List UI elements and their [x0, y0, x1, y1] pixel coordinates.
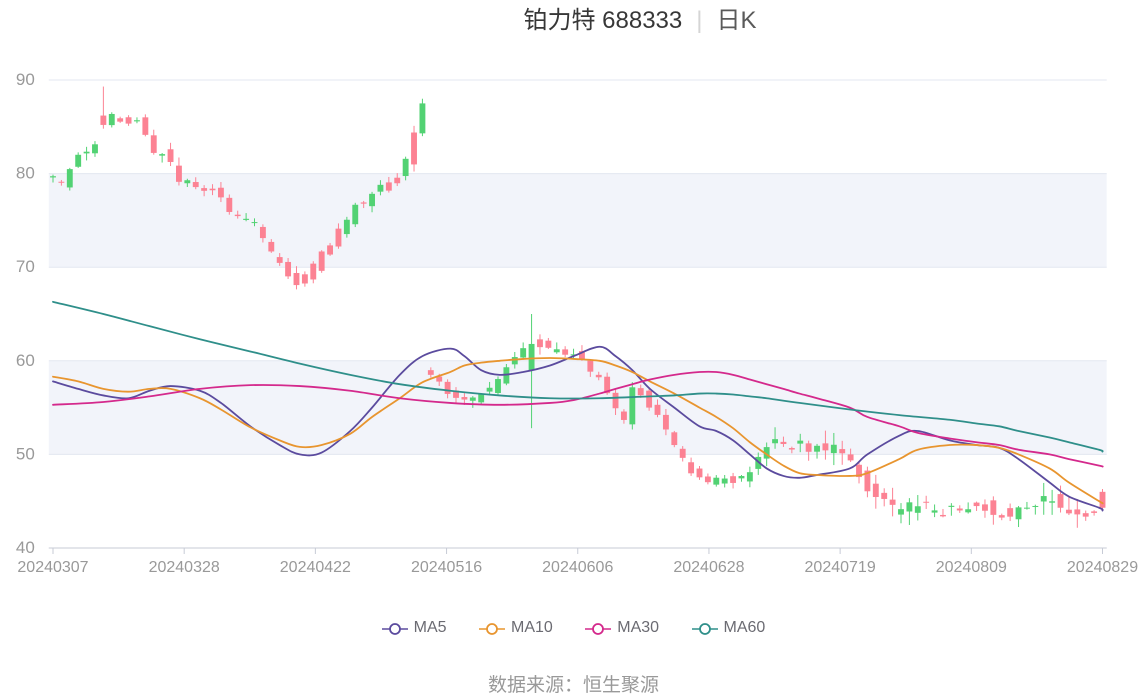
svg-text:20240516: 20240516 [411, 559, 482, 576]
svg-text:90: 90 [16, 70, 35, 89]
svg-text:70: 70 [16, 257, 35, 276]
svg-text:20240422: 20240422 [280, 559, 351, 576]
svg-text:20240606: 20240606 [542, 559, 613, 576]
svg-text:20240719: 20240719 [805, 559, 876, 576]
svg-text:40: 40 [16, 538, 35, 557]
svg-text:20240809: 20240809 [936, 559, 1007, 576]
svg-text:20240307: 20240307 [17, 559, 88, 576]
svg-text:20240628: 20240628 [673, 559, 744, 576]
svg-text:20240829: 20240829 [1067, 559, 1138, 576]
svg-text:60: 60 [16, 351, 35, 370]
svg-text:20240328: 20240328 [149, 559, 220, 576]
svg-text:50: 50 [16, 444, 35, 463]
svg-text:80: 80 [16, 164, 35, 183]
